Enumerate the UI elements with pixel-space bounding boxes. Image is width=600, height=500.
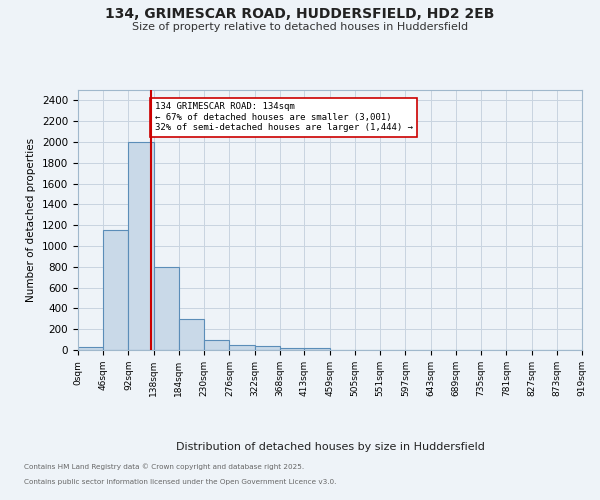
Bar xyxy=(78,347,103,350)
Text: 134 GRIMESCAR ROAD: 134sqm
← 67% of detached houses are smaller (3,001)
32% of s: 134 GRIMESCAR ROAD: 134sqm ← 67% of deta… xyxy=(155,102,413,132)
Text: Contains HM Land Registry data © Crown copyright and database right 2025.: Contains HM Land Registry data © Crown c… xyxy=(24,464,304,470)
Bar xyxy=(204,340,229,350)
Text: Distribution of detached houses by size in Huddersfield: Distribution of detached houses by size … xyxy=(176,442,484,452)
Text: 134, GRIMESCAR ROAD, HUDDERSFIELD, HD2 2EB: 134, GRIMESCAR ROAD, HUDDERSFIELD, HD2 2… xyxy=(106,8,494,22)
Bar xyxy=(304,348,330,350)
Bar xyxy=(154,267,179,350)
Text: Contains public sector information licensed under the Open Government Licence v3: Contains public sector information licen… xyxy=(24,479,337,485)
Bar xyxy=(128,142,154,350)
Bar xyxy=(229,346,254,350)
Bar xyxy=(280,348,304,350)
Bar xyxy=(179,319,204,350)
Text: Size of property relative to detached houses in Huddersfield: Size of property relative to detached ho… xyxy=(132,22,468,32)
Bar xyxy=(103,230,128,350)
Y-axis label: Number of detached properties: Number of detached properties xyxy=(26,138,37,302)
Bar xyxy=(254,346,280,350)
